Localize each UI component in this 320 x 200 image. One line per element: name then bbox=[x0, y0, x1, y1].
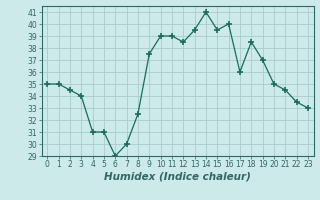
X-axis label: Humidex (Indice chaleur): Humidex (Indice chaleur) bbox=[104, 172, 251, 182]
